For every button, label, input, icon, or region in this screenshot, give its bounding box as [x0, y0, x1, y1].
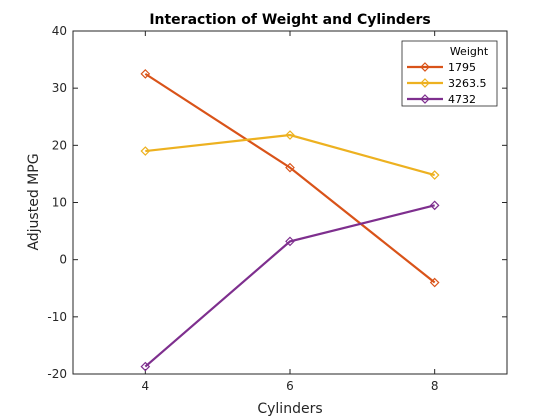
series-point-3263.5	[285, 130, 295, 140]
series-line-3263.5	[145, 133, 435, 177]
legend-box	[401, 40, 498, 107]
series-line-1795	[144, 72, 436, 284]
series-line-4732	[144, 204, 435, 368]
x-tick-label: 4	[142, 379, 150, 393]
legend-marker-3263.5	[420, 78, 430, 88]
x-tick-label: 8	[431, 379, 439, 393]
legend-marker-1795	[420, 62, 430, 72]
series-point-4732	[429, 200, 440, 211]
series-point-1795	[285, 162, 295, 173]
y-tick-label: 0	[59, 253, 67, 267]
y-axis-title: Adjusted MPG	[26, 153, 42, 250]
y-tick-label: 30	[52, 81, 67, 95]
legend-entries: 1795 3263.5 4732	[407, 61, 487, 106]
chart-title: Interaction of Weight and Cylinders	[149, 12, 430, 28]
series-point-4732	[285, 236, 295, 247]
y-axis-ticks: -20 -10 0 10 20 30 40	[47, 24, 507, 381]
y-tick-label: 40	[52, 24, 67, 38]
y-tick-label: 20	[52, 138, 67, 152]
series-point-1795	[429, 277, 440, 288]
legend-marker-4732	[420, 94, 430, 104]
x-axis-title: Cylinders	[257, 401, 322, 417]
legend: Weight 1795 3263.5 4732	[401, 40, 498, 107]
series-point-4732	[140, 361, 151, 372]
legend-title: Weight	[450, 45, 489, 58]
y-tick-label: -10	[47, 310, 67, 324]
x-tick-label: 6	[286, 379, 294, 393]
y-tick-label: 10	[52, 196, 67, 210]
series-layer	[140, 69, 440, 372]
series-point-3263.5	[140, 146, 151, 156]
series-point-3263.5	[429, 170, 440, 180]
legend-label-1795: 1795	[448, 61, 476, 74]
series-point-1795	[140, 69, 151, 79]
legend-label-4732: 4732	[448, 93, 476, 106]
legend-label-3263.5: 3263.5	[448, 77, 487, 90]
y-tick-label: -20	[47, 367, 67, 381]
